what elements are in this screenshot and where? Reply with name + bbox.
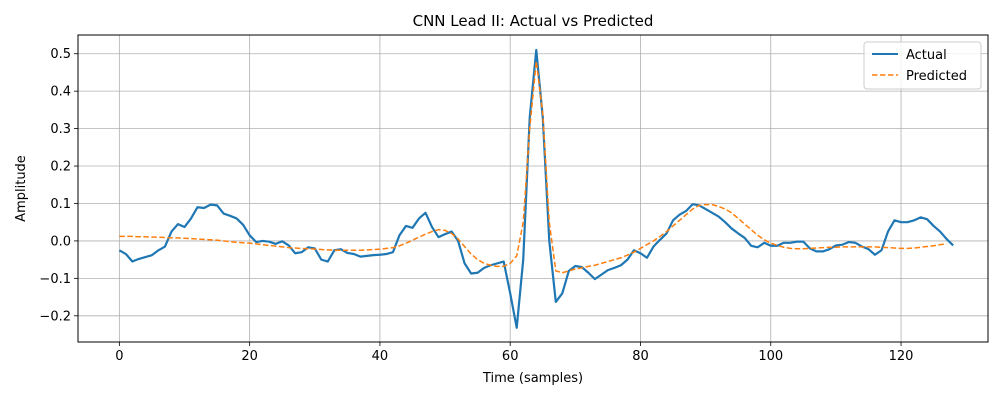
series-line-predicted [119,60,947,274]
y-axis-label: Amplitude [14,155,29,222]
ticks: 0 20 40 60 80 100 120 −0.2 −0.1 0.0 0.1 0.2 0.3 0.4 0.… [39,47,913,364]
y-tick-label: 0.1 [50,197,71,212]
series-line-actual [118,48,954,329]
grid [78,35,988,342]
x-tick-label: 40 [372,349,389,364]
y-tick-label: 0.0 [50,234,71,249]
x-tick-label: 60 [502,349,519,364]
series-lines [118,48,954,329]
legend: Actual Predicted [863,41,982,90]
chart-title: CNN Lead II: Actual vs Predicted [413,12,654,30]
x-tick-label: 0 [115,349,123,364]
y-tick-label: 0.3 [50,122,71,137]
plot-area: 0 20 40 60 80 100 120 −0.2 −0.1 0.0 0.1 0.2 0.3 0.4 0.… [39,34,989,364]
x-tick-label: 120 [889,349,914,364]
legend-label-predicted: Predicted [906,69,967,84]
x-tick-label: 80 [632,349,649,364]
x-tick-label: 20 [241,349,258,364]
y-tick-label: −0.1 [39,272,71,287]
y-tick-label: 0.2 [50,160,71,175]
x-axis-label: Time (samples) [482,371,583,386]
y-tick-label: 0.4 [50,85,71,100]
y-tick-label: 0.5 [50,47,71,62]
x-tick-label: 100 [758,349,783,364]
plot-frame [77,34,989,343]
y-tick-label: −0.2 [39,309,71,324]
legend-label-actual: Actual [906,48,947,63]
